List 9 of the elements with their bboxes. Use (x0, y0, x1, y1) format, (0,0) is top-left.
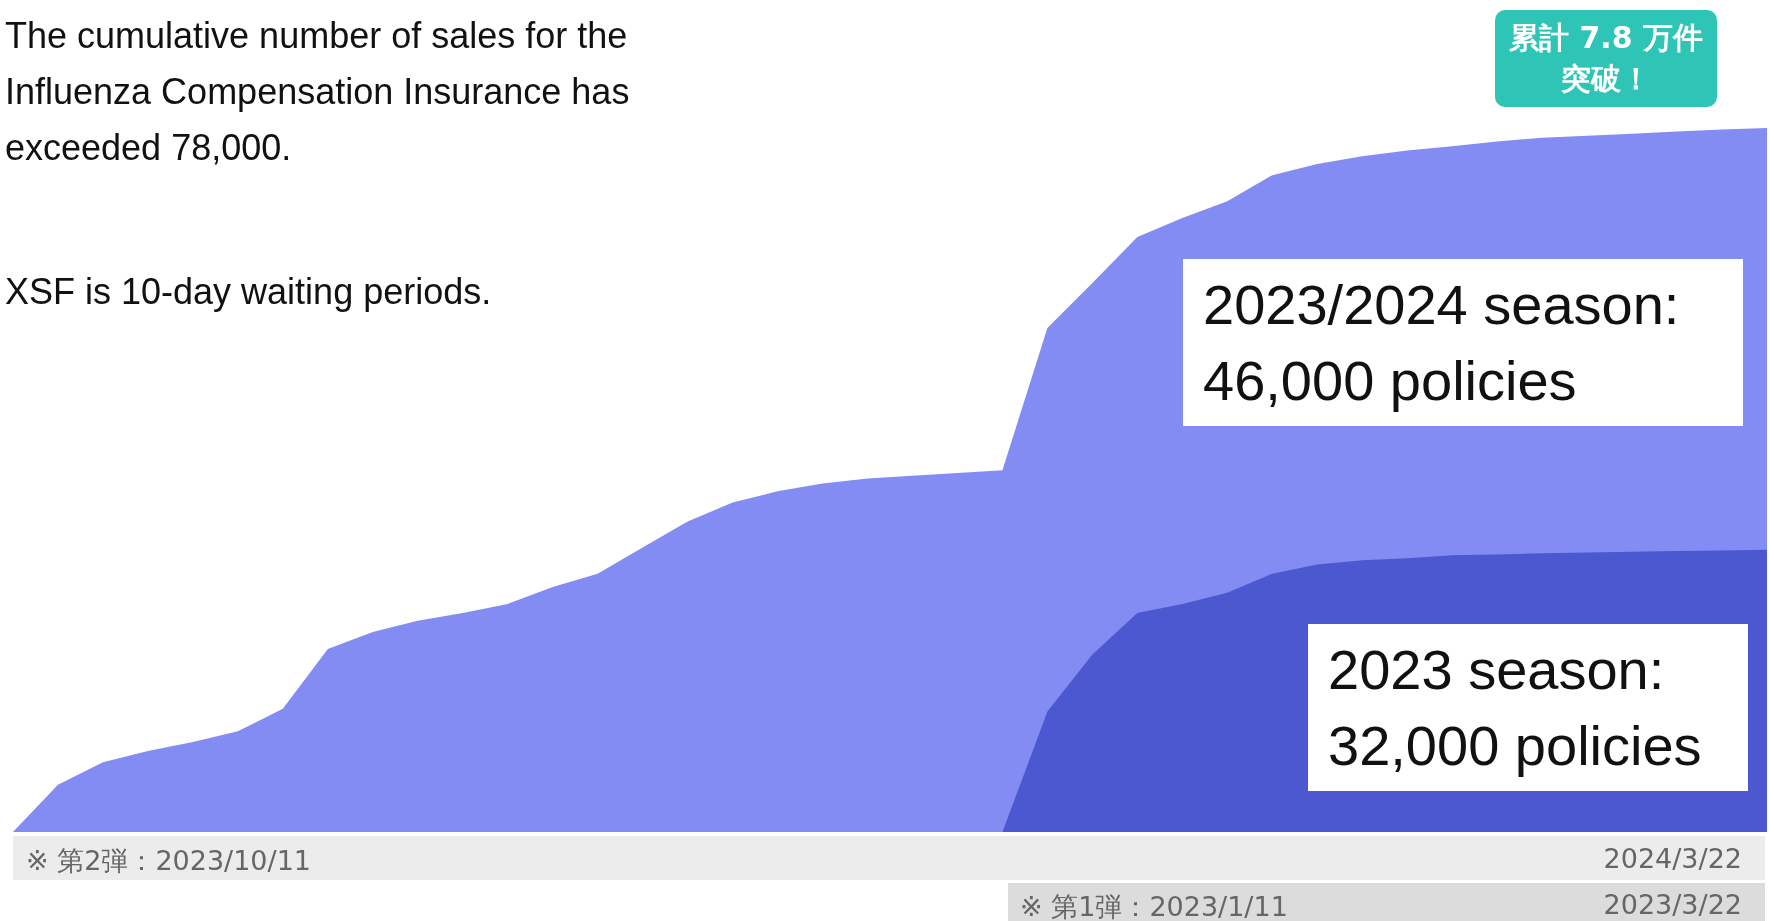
chart-title: The cumulative number of sales for the Influenza Compensation Insurance has exceeded 78,000. (5, 14, 640, 168)
text: 2024/3/22 (1603, 843, 1742, 874)
annotation: 2023/2024 season: 46,000 policies (1183, 259, 1743, 427)
text: 2023/3/22 (1603, 889, 1742, 920)
text: XSF is 10-day waiting periods. (5, 270, 492, 312)
text: 累計 7.8 万件突破！ (1495, 10, 1717, 107)
text: ※ 第1弾：2023/1/11 (1020, 890, 1288, 921)
text: ※ 第2弾：2023/10/11 (26, 844, 312, 878)
annotation: 2023 season: 32,000 policies (1308, 624, 1748, 792)
